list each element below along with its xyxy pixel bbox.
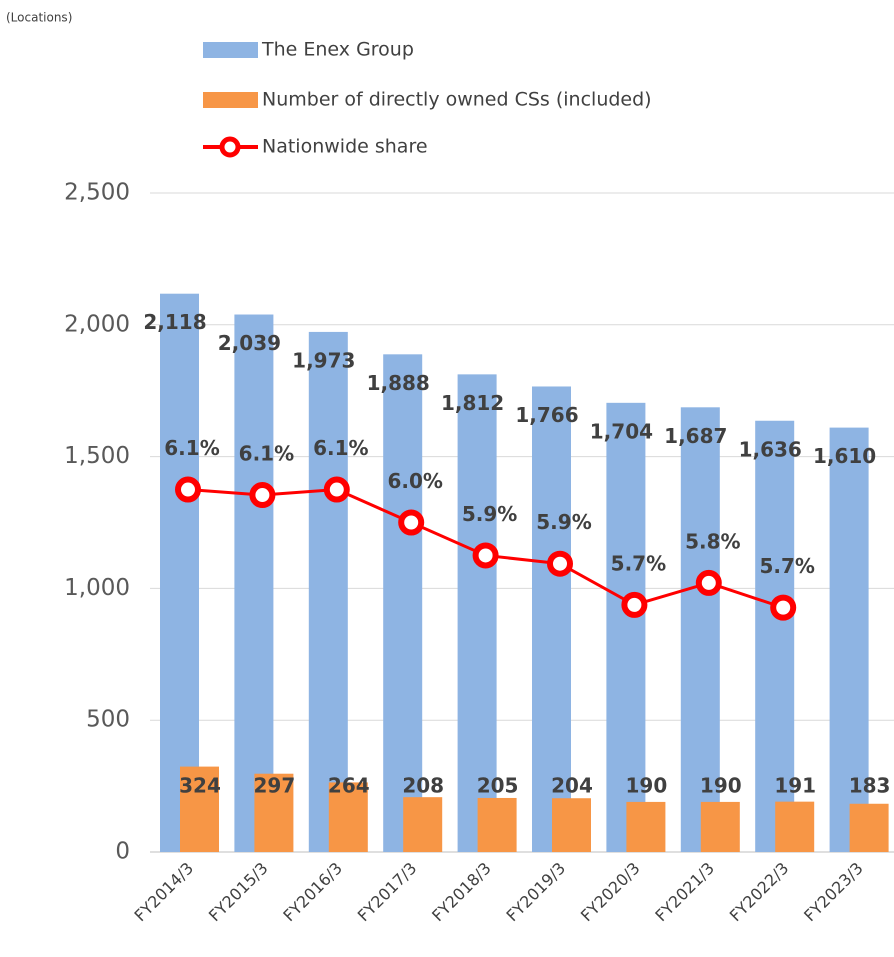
bar [606, 402, 646, 852]
bar [680, 407, 720, 852]
y-tick-label: 0 [115, 839, 130, 865]
legend-label: Nationwide share [262, 136, 428, 158]
data-label: 297 [254, 774, 296, 798]
data-label: 1,888 [367, 371, 430, 395]
data-label: 191 [774, 774, 816, 798]
bar [457, 374, 497, 852]
x-tick-label: FY2014/3 [131, 859, 198, 926]
line-marker [323, 476, 350, 503]
data-label: 204 [551, 774, 593, 798]
line-marker [770, 594, 797, 621]
data-label: 5.7% [759, 554, 814, 578]
data-label: 6.1% [313, 436, 368, 460]
y-tick-label: 2,000 [64, 311, 130, 337]
bar [180, 766, 219, 852]
data-label: 5.8% [685, 529, 740, 553]
y-tick-label: 1,500 [64, 443, 130, 469]
data-label: 6.1% [239, 442, 294, 466]
data-label: 205 [477, 774, 519, 798]
data-label: 1,766 [515, 403, 578, 427]
x-tick-label: FY2022/3 [726, 859, 793, 926]
bar [849, 803, 889, 852]
bar [234, 314, 274, 852]
bar [477, 797, 517, 852]
data-label: 1,812 [441, 391, 504, 415]
line-marker [695, 569, 722, 596]
y-tick-label: 2,500 [64, 180, 130, 206]
x-tick-label: FY2023/3 [800, 859, 867, 926]
legend-swatch [203, 42, 258, 58]
data-label: 5.9% [462, 502, 517, 526]
bar [532, 386, 571, 852]
data-label: 5.7% [611, 551, 666, 575]
legend-swatch [203, 92, 258, 108]
x-tick-label: FY2015/3 [205, 859, 272, 926]
data-label: 190 [626, 774, 668, 798]
data-label: 190 [700, 774, 742, 798]
x-tick-label: FY2021/3 [651, 859, 718, 926]
data-label: 5.9% [536, 510, 591, 534]
line-marker [175, 476, 201, 503]
bar [403, 797, 443, 852]
x-tick-label: FY2019/3 [503, 859, 570, 926]
data-label: 1,973 [292, 348, 355, 372]
x-tick-label: FY2017/3 [354, 859, 421, 926]
legend-label: Number of directly owned CSs (included) [262, 89, 652, 111]
data-label: 2,118 [143, 310, 206, 334]
line-marker [398, 509, 425, 536]
x-tick-label: FY2020/3 [577, 859, 644, 926]
x-tick-label: FY2018/3 [428, 859, 495, 926]
x-tick-label: FY2016/3 [279, 859, 346, 926]
data-label: 324 [179, 774, 221, 798]
data-label: 264 [328, 774, 370, 798]
line-marker [472, 542, 499, 569]
bar [383, 354, 423, 852]
bar [160, 293, 199, 852]
data-label: 183 [849, 774, 891, 798]
data-label: 2,039 [218, 331, 281, 355]
bar [775, 801, 815, 852]
legend-label: The Enex Group [261, 39, 414, 61]
bar [308, 331, 348, 852]
data-label: 1,610 [813, 444, 876, 468]
data-label: 6.0% [387, 469, 442, 493]
data-label: 208 [402, 774, 444, 798]
annotation: (Locations) [6, 11, 72, 25]
y-tick-label: 500 [86, 707, 130, 733]
y-tick-label: 1,000 [64, 575, 130, 601]
bar [552, 798, 591, 852]
legend-marker [219, 136, 241, 158]
data-label: 1,687 [664, 424, 727, 448]
bar [626, 801, 666, 852]
line-marker [621, 591, 648, 618]
line-marker [249, 482, 276, 509]
bar [328, 782, 368, 852]
bar [254, 773, 294, 852]
bar [829, 427, 869, 852]
data-label: 6.1% [164, 436, 219, 460]
bar [755, 420, 795, 852]
data-label: 1,636 [739, 437, 802, 461]
bar [700, 801, 740, 852]
data-label: 1,704 [590, 419, 653, 443]
line-marker [547, 550, 573, 577]
